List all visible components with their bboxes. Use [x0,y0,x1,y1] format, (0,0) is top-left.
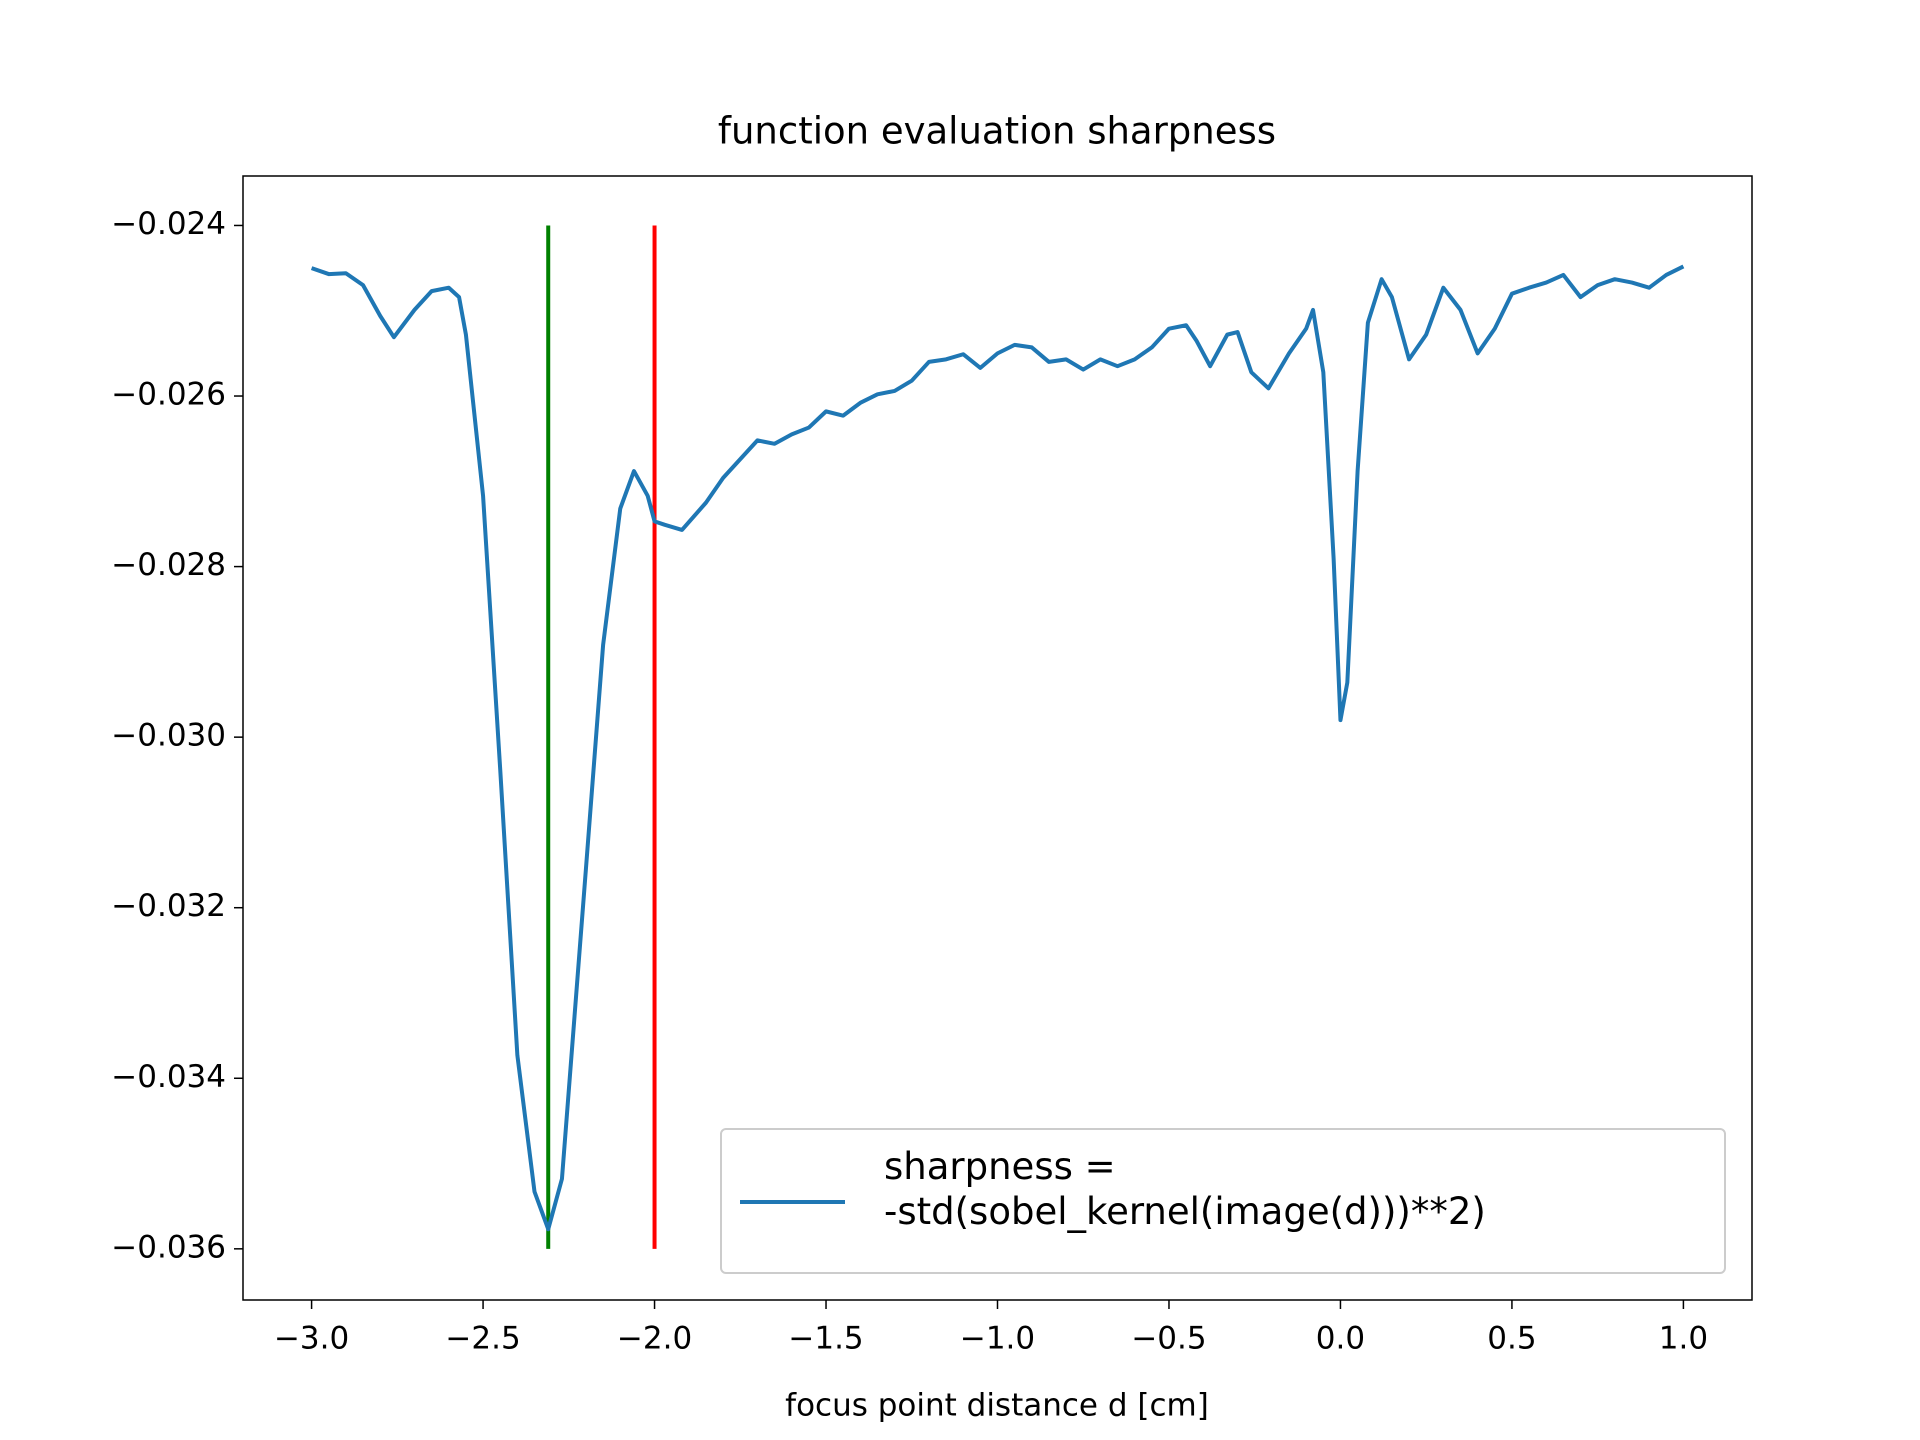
y-tick-label: −0.028 [111,547,226,583]
x-tick-label: 0.0 [1316,1321,1365,1357]
x-tick-label: 1.0 [1659,1321,1708,1357]
y-tick-label: −0.026 [111,377,226,413]
x-tick-label: −2.0 [617,1321,692,1357]
x-axis-label: focus point distance d [cm] [785,1388,1209,1424]
x-tick-label: −2.5 [445,1321,520,1357]
y-tick-label: −0.036 [111,1229,226,1265]
plot-frame [242,175,1753,1301]
data-line [310,264,1685,1232]
legend-label: sharpness = -std(sobel_kernel(image(d)))… [884,1145,1486,1233]
x-tick-label: −3.0 [274,1321,349,1357]
y-tick-label: −0.032 [111,888,226,924]
legend-swatch [740,1200,845,1204]
chart-title: function evaluation sharpness [718,110,1276,153]
y-tick-label: −0.024 [111,206,226,242]
x-tick-label: −1.5 [788,1321,863,1357]
legend: sharpness = -std(sobel_kernel(image(d)))… [720,1128,1726,1274]
y-tick-label: −0.030 [111,718,226,754]
x-tick-label: 0.5 [1487,1321,1536,1357]
x-tick-label: −1.0 [960,1321,1035,1357]
x-tick-label: −0.5 [1131,1321,1206,1357]
y-tick-label: −0.034 [111,1059,226,1095]
